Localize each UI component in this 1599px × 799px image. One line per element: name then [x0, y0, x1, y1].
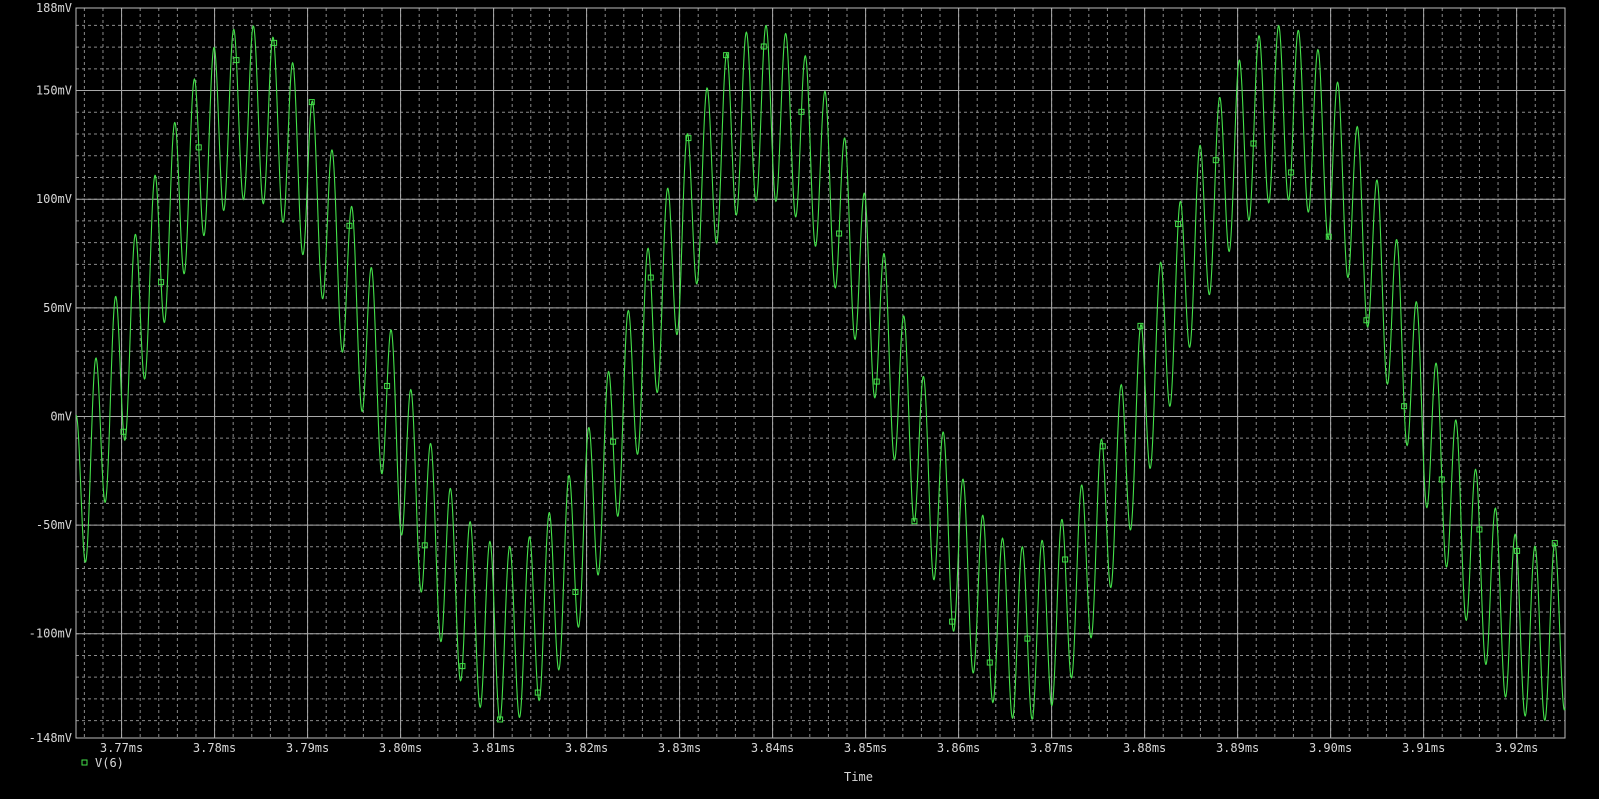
series-marker — [1175, 221, 1182, 228]
series-marker — [308, 99, 315, 106]
x-tick-label: 3.84ms — [751, 741, 794, 755]
x-tick-label: 3.85ms — [844, 741, 887, 755]
x-tick-label: 3.92ms — [1495, 741, 1538, 755]
series-marker — [836, 230, 843, 237]
series-marker — [1551, 540, 1558, 547]
series-marker — [1476, 526, 1483, 533]
series-marker — [421, 542, 428, 549]
series-marker — [1099, 443, 1106, 450]
series-marker — [1062, 556, 1069, 563]
series-line-v6 — [75, 24, 1566, 722]
y-tick-label: -50mV — [36, 518, 72, 532]
series-marker — [497, 716, 504, 723]
series-marker — [949, 618, 956, 625]
series-marker — [1137, 322, 1144, 329]
series-marker — [610, 438, 617, 445]
series-marker — [346, 222, 353, 229]
major-grid — [76, 8, 1565, 738]
series-marker — [723, 52, 730, 59]
series-marker — [1514, 547, 1521, 554]
series-marker — [1024, 635, 1031, 642]
series-marker — [798, 108, 805, 115]
series-marker — [158, 279, 165, 286]
series-marker — [1325, 233, 1332, 240]
x-tick-label: 3.83ms — [658, 741, 701, 755]
y-tick-label: 150mV — [36, 84, 72, 98]
x-tick-label: 3.87ms — [1030, 741, 1073, 755]
y-tick-label: 188mV — [36, 1, 72, 15]
legend[interactable]: V(6) — [81, 756, 124, 770]
series-marker — [873, 378, 880, 385]
x-tick-label: 3.89ms — [1216, 741, 1259, 755]
series-marker — [1212, 157, 1219, 164]
plot-frame — [75, 7, 1566, 739]
series-marker — [1250, 140, 1257, 147]
series-marker — [572, 588, 579, 595]
series-marker — [534, 689, 541, 696]
y-tick-label: 50mV — [43, 301, 72, 315]
series-marker — [1438, 476, 1445, 483]
series-marker — [459, 663, 466, 670]
series-marker — [685, 135, 692, 142]
x-axis-label: Time — [844, 770, 873, 784]
series-marker — [986, 659, 993, 666]
x-tick-label: 3.88ms — [1123, 741, 1166, 755]
series-marker — [384, 382, 391, 389]
series-marker — [1363, 317, 1370, 324]
y-tick-label: 100mV — [36, 192, 72, 206]
legend-label[interactable]: V(6) — [95, 756, 124, 770]
x-tick-label: 3.90ms — [1309, 741, 1352, 755]
series-marker — [911, 518, 918, 525]
series-marker — [760, 43, 767, 50]
x-tick-label: 3.78ms — [193, 741, 236, 755]
y-axis-ticks: 188mV 150mV 100mV 50mV 0mV -50mV -100mV -148mV — [29, 1, 72, 745]
y-tick-label: 0mV — [50, 409, 72, 423]
x-tick-label: 3.79ms — [286, 741, 329, 755]
x-tick-label: 3.86ms — [937, 741, 980, 755]
x-tick-label: 3.77ms — [100, 741, 143, 755]
series-marker — [120, 428, 127, 435]
series-marker — [647, 274, 654, 281]
y-tick-label: -100mV — [29, 627, 72, 641]
legend-marker — [81, 759, 88, 766]
x-axis-ticks: 3.77ms 3.78ms 3.79ms 3.80ms 3.81ms 3.82ms 3.83… — [100, 741, 1538, 755]
x-tick-label: 3.81ms — [472, 741, 515, 755]
series-marker — [271, 39, 278, 46]
series-layer — [75, 24, 1566, 723]
series-marker — [233, 57, 240, 64]
series-marker — [1288, 169, 1295, 176]
x-tick-label: 3.82ms — [565, 741, 608, 755]
y-tick-label: -148mV — [29, 731, 72, 745]
x-tick-label: 3.91ms — [1402, 741, 1445, 755]
series-marker — [1401, 403, 1408, 410]
x-tick-label: 3.80ms — [379, 741, 422, 755]
series-marker — [195, 144, 202, 151]
